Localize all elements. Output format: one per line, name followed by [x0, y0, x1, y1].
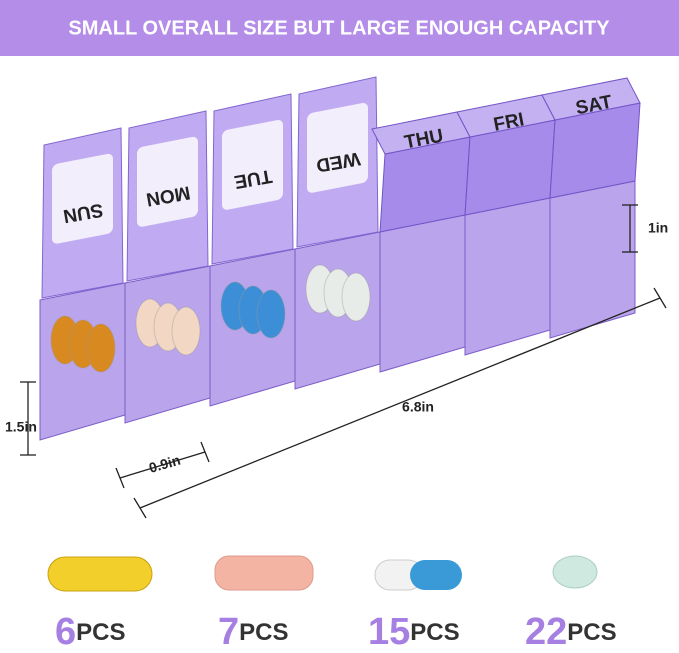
lid-top	[541, 77, 641, 121]
dim-label: 1in	[648, 220, 668, 236]
capacity-row: 6PCS 7PCS 15PCS 22PCS	[55, 611, 617, 653]
capsule-icon	[410, 560, 462, 590]
dim-label: 1.5in	[5, 419, 37, 435]
tablet-icon	[214, 555, 314, 591]
dimension-lines	[20, 204, 667, 519]
dim-line	[119, 451, 206, 479]
capacity-count: 15PCS	[368, 611, 460, 653]
dim-label: 0.9in	[147, 452, 182, 476]
count-number: 22	[525, 611, 567, 653]
lid-window	[222, 119, 283, 210]
softgel-icon	[47, 556, 153, 592]
count-unit: PCS	[239, 619, 288, 646]
capacity-count: 7PCS	[218, 611, 289, 653]
capacity-count: 22PCS	[525, 611, 617, 653]
round-pill-icon	[552, 555, 598, 589]
lid-window	[137, 136, 198, 227]
dim-line	[653, 287, 667, 309]
compartment	[464, 197, 551, 356]
count-number: 6	[55, 611, 76, 653]
capacity-count: 6PCS	[55, 611, 126, 653]
compartment	[379, 214, 466, 373]
count-number: 7	[218, 611, 239, 653]
pill	[86, 323, 116, 373]
dim-line	[115, 467, 125, 489]
header-title: SMALL OVERALL SIZE BUT LARGE ENOUGH CAPA…	[68, 17, 610, 39]
pill	[256, 289, 286, 339]
count-unit: PCS	[76, 619, 125, 646]
count-number: 15	[368, 611, 410, 653]
dim-line	[133, 497, 147, 519]
pill	[171, 306, 201, 356]
pill	[341, 272, 371, 322]
count-unit: PCS	[567, 619, 616, 646]
lid-window	[307, 103, 368, 193]
header-bar	[0, 0, 679, 56]
dim-line	[200, 441, 210, 463]
dim-label: 6.8in	[402, 399, 434, 415]
count-unit: PCS	[410, 619, 459, 646]
dim-line	[139, 297, 661, 509]
pill-icons	[47, 555, 598, 592]
lid-window	[52, 153, 113, 244]
